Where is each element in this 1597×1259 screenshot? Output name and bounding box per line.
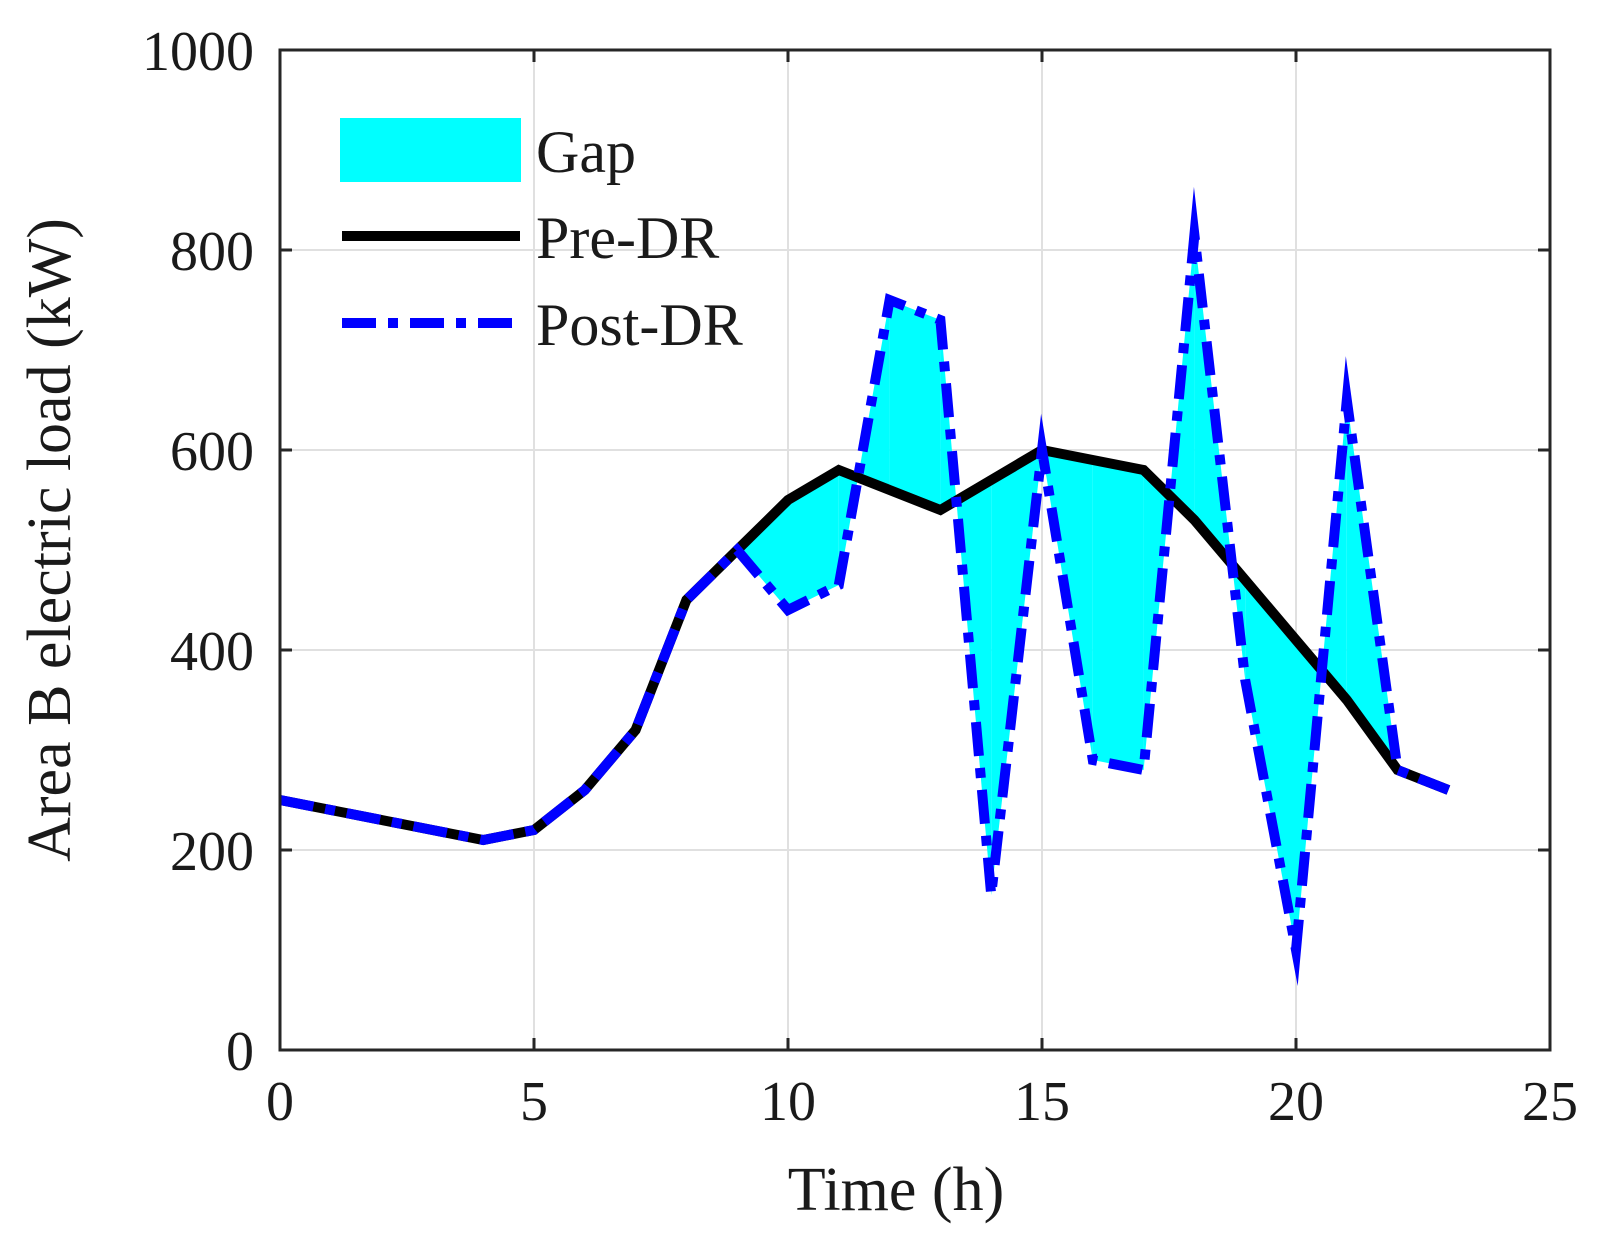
y-tick-label: 600 bbox=[170, 421, 254, 483]
x-tick-label: 15 bbox=[1014, 1071, 1070, 1133]
x-tick-label: 5 bbox=[520, 1071, 548, 1133]
y-tick-label: 1000 bbox=[142, 21, 254, 83]
y-tick-label: 400 bbox=[170, 621, 254, 683]
y-tick-label: 0 bbox=[226, 1021, 254, 1083]
axes-box bbox=[278, 48, 1552, 1052]
legend-gap-swatch bbox=[340, 118, 521, 182]
series-lines bbox=[279, 186, 1451, 987]
gap-segment bbox=[1346, 400, 1398, 770]
y-axis-title: Area B electric load (kW) bbox=[16, 218, 84, 862]
gap-segment bbox=[1092, 460, 1144, 770]
x-tick-label: 0 bbox=[266, 1071, 294, 1133]
x-axis-title: Time (h) bbox=[788, 1156, 1004, 1224]
legend: Gap Pre-DR Post-DR bbox=[340, 118, 743, 358]
x-tick-label: 25 bbox=[1522, 1071, 1578, 1133]
gap-segment bbox=[788, 470, 839, 610]
x-tick-label: 20 bbox=[1268, 1071, 1324, 1133]
legend-label-post-dr: Post-DR bbox=[536, 292, 743, 358]
post-dr-line bbox=[279, 186, 1451, 987]
pre-dr-line bbox=[279, 444, 1451, 846]
x-tick-labels: 0 5 10 15 20 25 bbox=[266, 1071, 1578, 1133]
y-tick-labels: 0 200 400 600 800 1000 bbox=[142, 21, 254, 1083]
x-tick-label: 10 bbox=[760, 1071, 816, 1133]
gap-segment bbox=[838, 300, 890, 585]
legend-label-pre-dr: Pre-DR bbox=[536, 205, 719, 271]
legend-label-gap: Gap bbox=[536, 119, 636, 185]
axes bbox=[278, 48, 1552, 1052]
gap-segment bbox=[991, 450, 1042, 895]
y-tick-label: 200 bbox=[170, 821, 254, 883]
gap-segment bbox=[737, 500, 788, 610]
y-tick-label: 800 bbox=[170, 221, 254, 283]
gap-segment bbox=[889, 300, 941, 510]
